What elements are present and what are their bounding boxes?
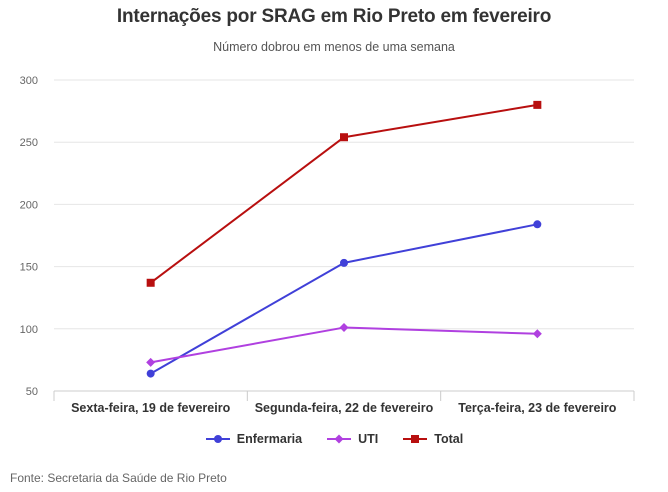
data-point [533, 220, 542, 229]
legend-symbol [327, 434, 352, 444]
data-point [533, 100, 542, 109]
y-tick-label: 250 [20, 137, 38, 149]
chart-subtitle: Número dobrou em menos de uma semana [213, 40, 455, 54]
data-point [334, 434, 344, 444]
data-point [146, 369, 155, 378]
x-tick-label: Terça-feira, 23 de fevereiro [458, 401, 617, 415]
legend: Enfermaria UTI Total [0, 432, 668, 446]
axis: 50 100 150 200 250 300 Sexta-feira, 19 de feve… [20, 75, 635, 415]
data-point [146, 278, 155, 287]
legend-label: Enfermaria [236, 432, 303, 446]
series-line [150, 326, 538, 364]
data-point [339, 323, 349, 333]
series-enfermaria [146, 220, 542, 378]
series-group [146, 100, 542, 378]
data-point [340, 133, 348, 142]
chart-title: Internações por SRAG em Rio Preto em fev… [116, 6, 552, 27]
data-point [532, 329, 542, 339]
series-total [146, 100, 542, 287]
y-tick-label: 150 [20, 262, 38, 274]
legend-symbol [403, 435, 428, 443]
data-point [146, 357, 156, 367]
legend-item-uti[interactable]: UTI [326, 432, 378, 446]
series-uti [146, 323, 542, 367]
legend-label: Total [434, 432, 464, 446]
legend-item-enfermaria[interactable]: Enfermaria [205, 432, 302, 446]
y-tick-label: 300 [20, 75, 38, 87]
data-point [213, 435, 222, 443]
y-tick-label: 50 [26, 386, 38, 398]
x-tick-label: Segunda-feira, 22 de fevereiro [255, 401, 434, 415]
data-point [411, 435, 420, 443]
source-note: Fonte: Secretaria da Saúde de Rio Preto [10, 471, 227, 485]
legend-label: UTI [358, 432, 379, 446]
legend-symbol [205, 435, 230, 443]
y-tick-label: 200 [20, 199, 38, 211]
legend-item-total[interactable]: Total [402, 432, 463, 446]
series-line [150, 103, 538, 284]
y-tick-label: 100 [20, 324, 38, 336]
grid-lines [54, 79, 634, 330]
data-point [340, 258, 348, 267]
x-tick-label: Sexta-feira, 19 de fevereiro [71, 401, 230, 415]
